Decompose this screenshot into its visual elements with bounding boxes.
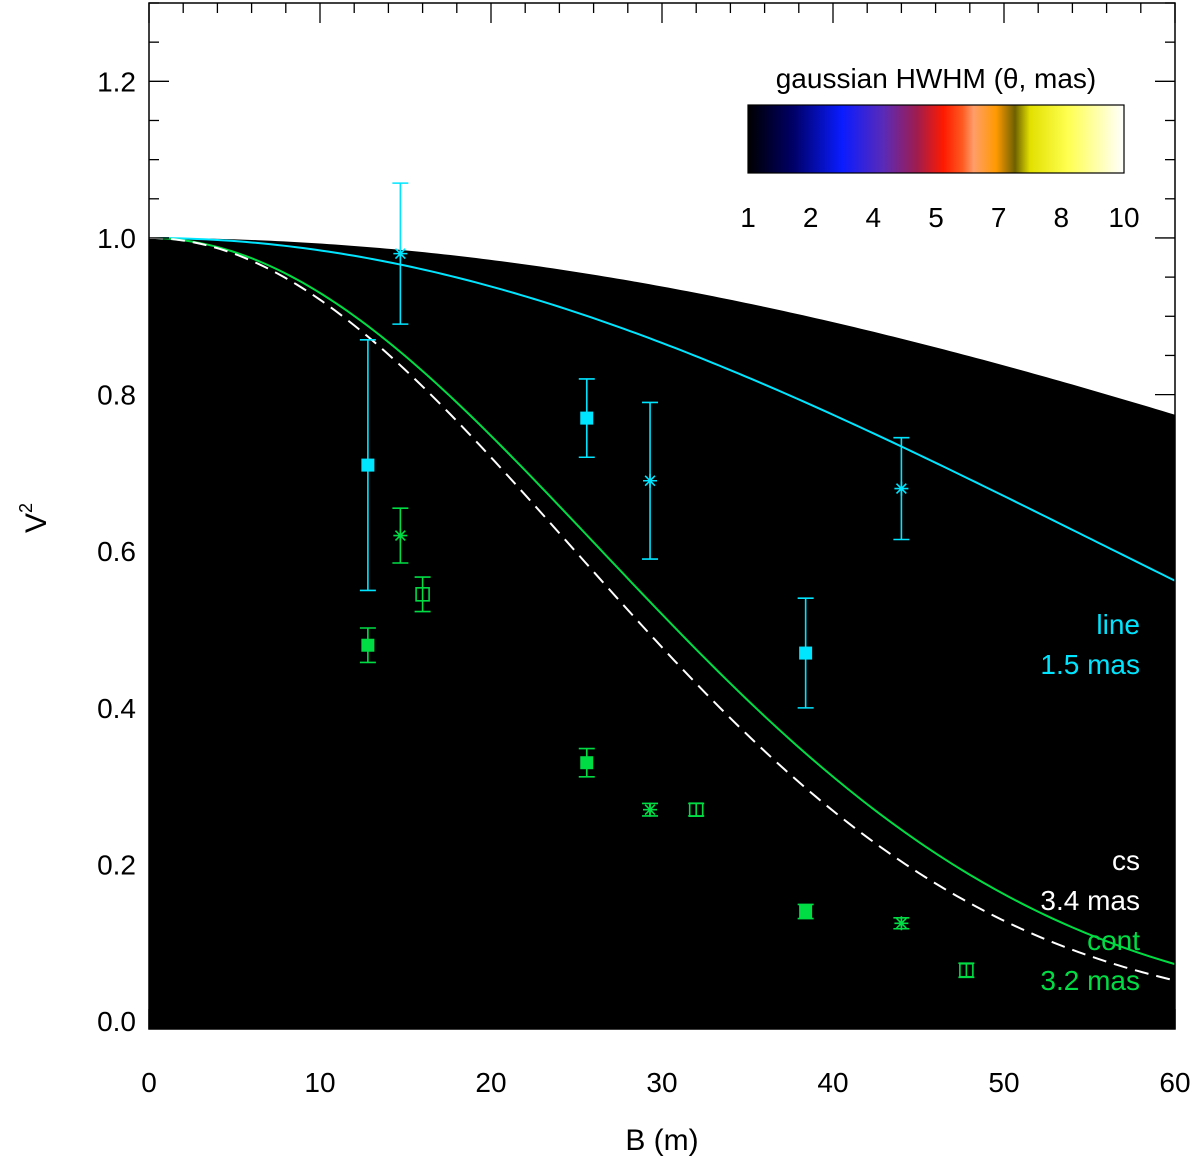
x-tick-label: 50 <box>988 1067 1019 1098</box>
y-tick-label: 0.4 <box>97 693 136 724</box>
legend-entry: 2009-11-15 <box>192 945 391 976</box>
y-tick-label: 1.2 <box>97 66 136 97</box>
point-marker <box>799 905 813 919</box>
y-axis-title-main: V <box>20 513 53 533</box>
annotation-line-size: 1.5 mas <box>1040 649 1140 680</box>
model-curve-cs <box>149 236 1175 982</box>
point-marker <box>894 916 909 931</box>
point-marker <box>580 411 594 425</box>
data-point-cont-11 <box>797 903 814 920</box>
y-tick-label: 0.8 <box>97 380 136 411</box>
data-point-cont-9 <box>359 627 376 664</box>
legend-marker <box>193 827 207 841</box>
point-marker <box>799 646 813 660</box>
colorbar: gaussian HWHM (θ, mas) 1 2 4 5 7 8 10 <box>740 63 1139 233</box>
legend-label: 2009-02-28 <box>250 819 393 850</box>
colorbar-tick-label: 5 <box>928 202 944 233</box>
colorbar-tick-label: 2 <box>803 202 819 233</box>
data-point-cont-8 <box>893 916 910 931</box>
point-marker <box>959 962 974 978</box>
curve-annotations: line 1.5 mas cs 3.4 mas cont 3.2 mas <box>1040 609 1140 996</box>
data-point-line-0 <box>392 182 409 325</box>
annotation-cont-size: 3.2 mas <box>1040 965 1140 996</box>
annotation-cont-name: cont <box>1087 925 1140 956</box>
data-point-line-3 <box>359 338 376 592</box>
point-marker <box>415 587 430 602</box>
data-points <box>359 182 975 979</box>
annotation-line-name: line <box>1096 609 1140 640</box>
data-point-cont-7 <box>642 802 659 817</box>
data-point-cont-10 <box>578 747 595 778</box>
legend: 2009-02-28 2009-04-25 2009-11-15 <box>192 819 393 976</box>
legend-label: 2009-11-15 <box>250 945 391 976</box>
data-point-cont-14 <box>958 962 975 979</box>
data-point-line-2 <box>893 436 910 541</box>
y-tick-label: 0.0 <box>97 1006 136 1037</box>
error-bar <box>414 576 431 613</box>
y-tick-label: 0.2 <box>97 850 136 881</box>
annotation-cs-name: cs <box>1112 845 1140 876</box>
y-axis-title: V2 <box>16 503 53 533</box>
point-marker <box>643 802 658 817</box>
colorbar-tick-labels: 1 2 4 5 7 8 10 <box>740 202 1139 233</box>
x-tick-label: 0 <box>141 1067 157 1098</box>
point-marker <box>643 473 658 488</box>
data-point-cont-6 <box>392 507 409 564</box>
point-marker <box>894 481 909 496</box>
legend-label: 2009-04-25 <box>250 882 393 913</box>
x-tick-label: 30 <box>646 1067 677 1098</box>
legend-entry: 2009-02-28 <box>193 819 393 850</box>
data-point-line-4 <box>578 378 595 459</box>
point-marker <box>393 528 408 543</box>
hwhm-color-map <box>149 237 1175 1029</box>
colorbar-tick-label: 7 <box>991 202 1007 233</box>
colorbar-tick-label: 8 <box>1054 202 1070 233</box>
data-point-cont-12 <box>414 576 431 613</box>
point-marker <box>393 246 408 261</box>
legend-marker <box>192 952 208 968</box>
model-curve-line <box>149 236 1175 582</box>
model-curve-cont <box>149 236 1175 966</box>
legend-marker <box>193 890 207 904</box>
colorbar-tick-label: 4 <box>866 202 882 233</box>
hwhm-band <box>149 237 1175 1029</box>
colorbar-gradient <box>747 104 1125 174</box>
colorbar-title: gaussian HWHM (θ, mas) <box>776 63 1097 94</box>
axis-ticks <box>148 2 1176 1029</box>
model-curves <box>149 236 1175 982</box>
x-tick-label: 10 <box>304 1067 335 1098</box>
y-tick-label: 1.0 <box>97 223 136 254</box>
data-point-line-5 <box>797 597 814 709</box>
y-axis-title-sup: 2 <box>16 503 36 513</box>
colorbar-tick-label: 1 <box>740 202 756 233</box>
point-marker <box>580 756 594 770</box>
legend-entry: 2009-04-25 <box>193 882 393 913</box>
annotation-cs-size: 3.4 mas <box>1040 885 1140 916</box>
point-marker <box>361 458 375 472</box>
x-tick-label: 60 <box>1159 1067 1190 1098</box>
data-point-cont-13 <box>688 802 705 818</box>
y-tick-label: 0.6 <box>97 536 136 567</box>
point-marker <box>361 638 375 652</box>
data-point-line-1 <box>642 401 659 560</box>
x-axis-title: B (m) <box>625 1124 698 1157</box>
axis-tick-labels: 0 10 20 30 40 50 60 0.0 0.2 0.4 0.6 0.8 1.0 1.2 <box>97 66 1191 1098</box>
x-tick-label: 20 <box>475 1067 506 1098</box>
x-tick-label: 40 <box>817 1067 848 1098</box>
colorbar-tick-label: 10 <box>1108 202 1139 233</box>
point-marker <box>688 802 704 818</box>
